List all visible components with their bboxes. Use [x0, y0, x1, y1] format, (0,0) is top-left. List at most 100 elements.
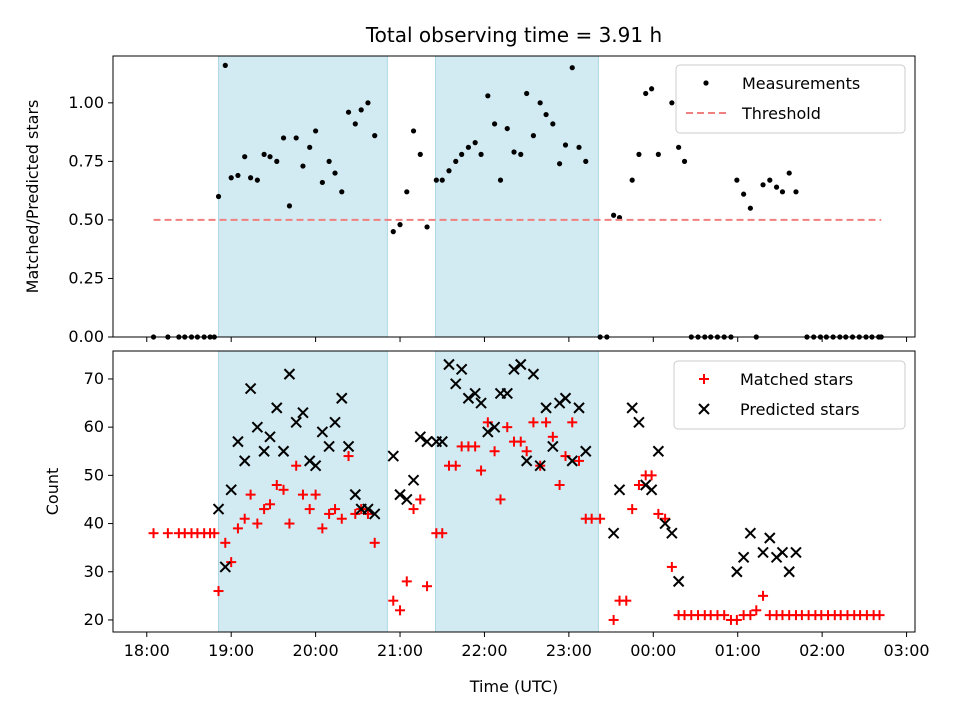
- data-point-b: [342, 440, 355, 453]
- data-point-b: [368, 508, 381, 520]
- data-point: [339, 189, 345, 195]
- data-point: [453, 158, 459, 164]
- data-point: [436, 435, 448, 448]
- data-point: [734, 177, 740, 183]
- legend-label: Matched stars: [740, 370, 853, 389]
- data-point: [342, 440, 355, 453]
- data-point-b: [501, 387, 513, 400]
- data-point: [261, 151, 267, 157]
- data-point: [586, 513, 597, 524]
- x-tick-label: 22:00: [461, 641, 507, 660]
- data-point: [576, 144, 582, 150]
- x-tick-label: 19:00: [208, 641, 254, 660]
- data-point: [252, 518, 263, 529]
- data-point: [297, 406, 309, 419]
- y-tick-label: 0.50: [68, 210, 104, 229]
- data-point-b: [731, 566, 743, 578]
- data-point: [472, 140, 478, 146]
- data-point: [274, 158, 280, 164]
- data-point-b: [639, 479, 652, 491]
- data-point-b: [607, 527, 620, 539]
- chart-title: Total observing time = 3.91 h: [365, 23, 662, 47]
- data-point-b: [666, 527, 678, 539]
- data-point: [319, 179, 325, 186]
- data-point: [502, 422, 513, 433]
- data-point: [741, 191, 747, 197]
- data-point: [395, 605, 406, 616]
- data-point: [310, 489, 321, 500]
- data-point: [417, 151, 423, 157]
- data-point: [349, 488, 361, 501]
- legend-swatch: [698, 403, 710, 415]
- data-point: [511, 149, 517, 155]
- data-point-b: [520, 455, 533, 467]
- data-point-b: [212, 503, 225, 515]
- data-point-b: [757, 546, 769, 559]
- data-point: [583, 158, 589, 164]
- data-point: [265, 499, 276, 510]
- data-point: [672, 575, 685, 588]
- data-point: [313, 128, 319, 134]
- data-point-b: [633, 416, 645, 429]
- x-tick-label: 20:00: [293, 641, 339, 660]
- data-point: [633, 416, 645, 429]
- data-point: [408, 504, 419, 515]
- data-point: [629, 177, 635, 183]
- x-tick-label: 21:00: [377, 641, 423, 660]
- data-point: [562, 142, 569, 148]
- data-point: [362, 503, 374, 515]
- data-point: [446, 168, 452, 174]
- data-point: [226, 557, 237, 568]
- data-point: [504, 125, 510, 132]
- data-point: [358, 107, 364, 113]
- data-point: [437, 528, 448, 539]
- data-point: [501, 387, 513, 400]
- data-point: [162, 528, 173, 539]
- data-point-b: [659, 517, 671, 530]
- y-tick-label: 0.25: [68, 268, 104, 287]
- legend-label: Threshold: [741, 104, 821, 123]
- data-point: [530, 133, 537, 139]
- data-point: [559, 392, 572, 404]
- data-point: [424, 224, 430, 230]
- data-point: [731, 614, 742, 625]
- data-point: [567, 417, 578, 428]
- data-point: [450, 460, 461, 471]
- data-point-b: [527, 368, 540, 380]
- data-point-b: [316, 426, 329, 438]
- data-point: [235, 172, 241, 179]
- y-axis-label: Matched/Predicted stars: [23, 100, 42, 294]
- data-point-b: [783, 566, 795, 578]
- data-point-b: [394, 488, 406, 501]
- data-point: [238, 455, 251, 467]
- data-point-b: [613, 484, 626, 496]
- data-point-b: [349, 488, 361, 501]
- x-tick-label: 00:00: [630, 641, 676, 660]
- data-point-b: [672, 575, 685, 588]
- data-point: [611, 212, 617, 218]
- data-point: [541, 417, 552, 428]
- data-point: [401, 576, 412, 587]
- data-point: [554, 479, 565, 490]
- data-point: [372, 133, 378, 139]
- data-point: [627, 504, 638, 515]
- shaded-interval-1: [434, 350, 599, 633]
- data-point: [401, 493, 413, 506]
- data-point: [646, 470, 657, 481]
- data-point: [232, 435, 244, 448]
- data-point: [676, 144, 682, 150]
- data-point-b: [251, 421, 264, 433]
- data-point: [515, 358, 527, 371]
- y-tick-label: 0.00: [68, 327, 104, 346]
- data-point: [518, 151, 524, 157]
- data-point: [476, 465, 487, 476]
- data-point-b: [462, 392, 475, 404]
- data-point: [232, 523, 243, 534]
- data-point: [267, 154, 273, 160]
- data-point-b: [225, 484, 237, 496]
- data-point-b: [764, 532, 776, 544]
- data-point: [422, 581, 433, 592]
- data-point-b: [421, 435, 433, 448]
- data-point: [744, 527, 757, 539]
